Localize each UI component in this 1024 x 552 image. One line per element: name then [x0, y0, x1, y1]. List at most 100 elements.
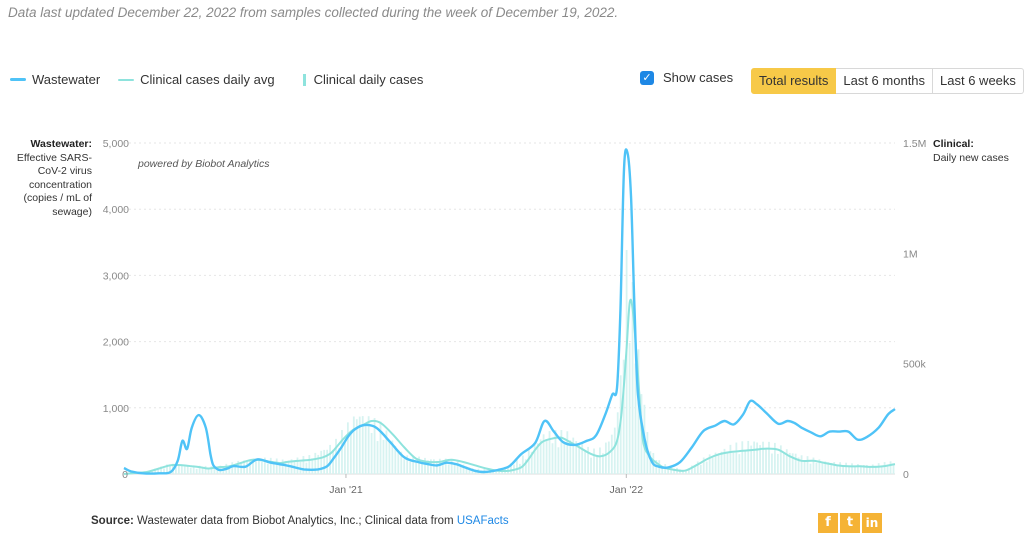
clinical-daily-bar [213, 466, 216, 474]
clinical-daily-bar [263, 457, 266, 474]
x-tick-label: Jan '22 [610, 484, 644, 496]
clinical-daily-bar [824, 461, 827, 474]
twitter-icon[interactable]: t [840, 513, 860, 533]
clinical-daily-bar [845, 462, 847, 474]
facebook-icon[interactable]: f [818, 513, 838, 533]
legend-label-wastewater: Wastewater [32, 72, 101, 87]
legend-label-clinical-daily: Clinical daily cases [313, 72, 424, 87]
clinical-daily-bar [604, 442, 607, 474]
clinical-daily-bar [258, 458, 260, 474]
clinical-daily-bar [174, 465, 177, 474]
clinical-daily-bar [344, 442, 346, 474]
clinical-daily-bar [741, 441, 744, 474]
clinical-daily-bar [530, 451, 533, 474]
clinical-daily-bar [465, 466, 468, 474]
clinical-daily-bar [809, 463, 812, 474]
clinical-daily-bar [883, 462, 886, 474]
clinical-daily-bar [346, 422, 349, 474]
clinical-daily-bar [391, 440, 394, 474]
clinical-daily-bar [708, 454, 711, 474]
source-text: Wastewater data from Biobot Analytics, I… [137, 515, 454, 527]
clinical-daily-bar [735, 442, 738, 474]
clinical-daily-bar [566, 431, 569, 474]
range-total-results-button[interactable]: Total results [751, 68, 837, 94]
clinical-daily-bar [803, 460, 806, 474]
clinical-daily-bar [593, 448, 595, 474]
clinical-daily-bar [352, 416, 355, 474]
clinical-daily-bar [169, 465, 171, 474]
clinical-daily-bar [865, 464, 868, 474]
clinical-daily-bar [664, 464, 667, 474]
clinical-daily-bar [711, 457, 714, 474]
clinical-daily-bar [871, 464, 874, 474]
left-axis-subtitle: Effective SARS-CoV-2 virus concentration… [16, 151, 92, 218]
clinical-daily-bar [438, 458, 441, 474]
linkedin-icon[interactable]: in [862, 513, 882, 533]
clinical-daily-bar [551, 443, 554, 474]
clinical-daily-bar [361, 416, 364, 474]
clinical-daily-bar [180, 465, 183, 474]
legend-item-clinical-avg[interactable]: Clinical cases daily avg [118, 72, 275, 87]
clinical-daily-bar [613, 427, 616, 474]
clinical-daily-bar [726, 451, 729, 474]
clinical-daily-bar [198, 465, 201, 474]
clinical-daily-bar [421, 461, 423, 474]
clinical-daily-bar [812, 457, 815, 474]
clinical-daily-bar [275, 458, 278, 474]
clinical-daily-bar [818, 459, 821, 474]
clinical-daily-bar [539, 439, 542, 474]
show-cases-toggle[interactable]: ✓ Show cases [640, 70, 733, 85]
y-right-tick-label: 1.5M [903, 138, 926, 150]
clinical-daily-bar [287, 460, 290, 474]
clinical-daily-bar [833, 462, 836, 474]
clinical-daily-bar [255, 461, 257, 474]
clinical-daily-bar [661, 466, 664, 474]
clinical-daily-bar [768, 441, 770, 474]
clinical-daily-bar [364, 424, 367, 474]
clinical-daily-bar [616, 412, 619, 474]
clinical-daily-bar [166, 464, 168, 474]
clinical-daily-bar [447, 464, 450, 474]
clinical-daily-bar [557, 447, 560, 474]
clinical-daily-bar [785, 449, 788, 474]
clinical-daily-bar [308, 455, 311, 474]
source-link-usafacts[interactable]: USAFacts [456, 515, 509, 527]
clinical-daily-swatch [302, 73, 306, 86]
clinical-daily-bar [201, 468, 204, 474]
clinical-daily-bar [628, 342, 631, 474]
clinical-daily-bar [851, 463, 853, 474]
clinical-daily-bar [527, 448, 530, 474]
legend-item-wastewater[interactable]: Wastewater [10, 72, 100, 87]
clinical-daily-bar [842, 466, 845, 474]
clinical-daily-bar [750, 445, 753, 474]
clinical-daily-bar [575, 441, 578, 474]
range-last-6-weeks-button[interactable]: Last 6 weeks [933, 68, 1024, 94]
checkbox-checked-icon[interactable]: ✓ [640, 70, 654, 85]
clinical-daily-bar [435, 460, 438, 474]
y-left-tick-label: 1,000 [103, 403, 129, 415]
clinical-daily-bar [839, 462, 842, 474]
range-last-6-months-button[interactable]: Last 6 months [836, 68, 934, 94]
clinical-daily-bar [732, 452, 735, 474]
right-axis-title: Clinical: [933, 138, 974, 150]
clinical-daily-bar [358, 416, 361, 474]
clinical-daily-bar [753, 441, 756, 474]
clinical-daily-bar [459, 465, 462, 474]
clinical-daily-bar [317, 454, 320, 474]
clinical-daily-bar [296, 457, 299, 474]
clinical-daily-bar [548, 431, 551, 474]
wastewater-swatch [10, 78, 26, 81]
clinical-daily-bar [154, 468, 157, 474]
clinical-daily-bar [406, 455, 409, 474]
clinical-daily-bar [231, 462, 234, 474]
clinical-daily-bar [305, 462, 308, 474]
clinical-daily-bar [370, 433, 373, 474]
clinical-daily-bar [240, 463, 243, 474]
clinical-daily-bar [252, 460, 254, 474]
left-axis-label: Wastewater: Effective SARS-CoV-2 virus c… [6, 138, 92, 219]
show-cases-label: Show cases [663, 70, 734, 85]
clinical-daily-bar [355, 419, 358, 474]
clinical-daily-bar [450, 459, 453, 474]
clinical-daily-bar [516, 459, 518, 474]
legend-item-clinical-daily[interactable]: Clinical daily cases [293, 72, 424, 87]
